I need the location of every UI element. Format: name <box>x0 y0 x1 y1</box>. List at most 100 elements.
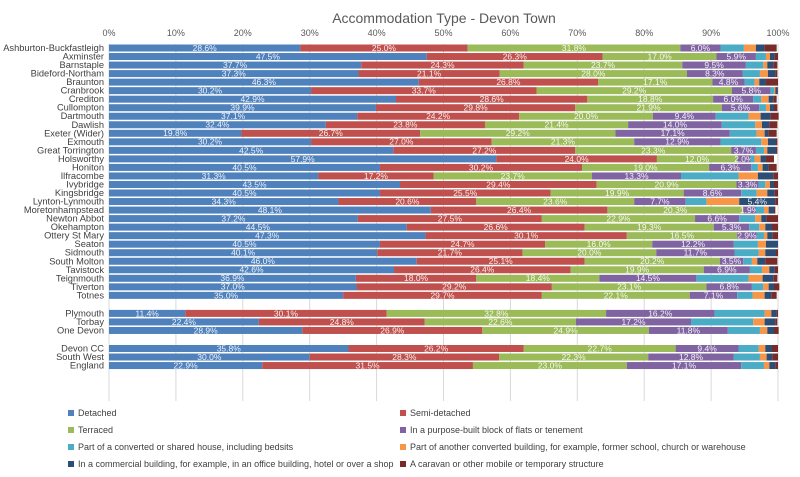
bar-segment <box>743 206 756 214</box>
x-tick-label: 100% <box>766 28 789 38</box>
bar-segment <box>768 283 774 291</box>
data-label: 21.7% <box>438 248 463 258</box>
bar-segment <box>476 274 600 282</box>
bar-segment <box>752 291 765 299</box>
data-label: 25.5% <box>453 188 478 198</box>
stacked-bar-chart: Accommodation Type - Devon Town 0% 10% 20%… <box>3 10 790 401</box>
bar-segment <box>648 326 728 334</box>
bar-segment <box>109 61 362 69</box>
data-label: 11.7% <box>684 248 708 258</box>
data-label: 28.3% <box>392 352 417 362</box>
bar-segment <box>733 353 760 361</box>
bar-segment <box>764 44 777 52</box>
bar-segment <box>761 215 767 223</box>
bar-segment <box>683 189 742 197</box>
bar-segment <box>743 257 752 265</box>
bar-segment <box>775 87 778 95</box>
data-label: 5.3% <box>722 222 742 232</box>
bar-segment <box>482 326 649 334</box>
data-label: 20.6% <box>395 196 420 206</box>
bar-segment <box>416 257 585 265</box>
bar-segment <box>109 198 339 206</box>
bar-segment <box>379 189 551 197</box>
bar-segment <box>767 326 774 334</box>
data-label: 26.3% <box>503 51 528 61</box>
bar-segment <box>648 353 734 361</box>
category-label: Cullompton <box>57 103 104 113</box>
bar-segment <box>775 138 778 146</box>
bar-segment <box>379 240 546 248</box>
bar-segment <box>744 78 755 86</box>
bar-segment <box>758 344 766 352</box>
bar-segment <box>738 172 758 180</box>
bar-segment <box>769 53 775 61</box>
bar-segment <box>355 274 477 282</box>
bar-segment <box>765 104 770 112</box>
data-label: 21.4% <box>545 120 570 130</box>
bar-segment <box>759 353 767 361</box>
data-label: 24.0% <box>565 154 590 164</box>
data-label: 6.9% <box>717 265 737 275</box>
data-label: 21.3% <box>551 137 576 147</box>
data-label: 28.0% <box>581 68 606 78</box>
bar-segment <box>750 155 755 163</box>
bar-segment <box>771 309 777 317</box>
data-label: 19.0% <box>633 162 658 172</box>
bar-segment <box>756 189 768 197</box>
category-label: Honiton <box>72 162 104 172</box>
data-label: 44.5% <box>246 222 271 232</box>
bar-segment <box>775 70 778 78</box>
legend-label: Part of a converted or shared house, inc… <box>78 442 294 452</box>
bar-segment <box>761 95 769 103</box>
data-label: 26.2% <box>424 343 449 353</box>
bar-segment <box>109 121 326 129</box>
bar-segment <box>769 121 778 129</box>
bar-segment <box>774 266 778 274</box>
bar-segment <box>763 61 768 69</box>
bar-segment <box>109 53 427 61</box>
data-label: 5.6% <box>731 103 751 113</box>
category-label: Braunton <box>66 77 104 87</box>
bar-segment <box>731 87 771 95</box>
category-label: Tiverton <box>71 282 104 292</box>
data-label: 29.8% <box>464 103 489 113</box>
data-label: 23.3% <box>641 145 666 155</box>
data-label: 12.9% <box>665 137 690 147</box>
data-label: 20.2% <box>640 256 665 266</box>
category-label: Kingsbridge <box>55 188 104 198</box>
data-label: 22.1% <box>604 290 629 300</box>
category-label: Plymouth <box>65 308 104 318</box>
bar-segment <box>757 172 774 180</box>
data-label: 40.5% <box>232 188 257 198</box>
bar-segment <box>765 257 778 265</box>
bar-segment <box>763 283 769 291</box>
category-label: Sidmouth <box>65 248 104 258</box>
bar-segment <box>109 309 186 317</box>
category-label: Seaton <box>75 239 104 249</box>
bar-segment <box>375 104 576 112</box>
bar-segment <box>773 61 778 69</box>
data-label: 6.0% <box>723 94 743 104</box>
data-label: 17.0% <box>648 51 673 61</box>
bar-segment <box>300 44 468 52</box>
bar-segment <box>759 326 768 334</box>
data-label: 14.0% <box>663 120 688 130</box>
data-label: 29.4% <box>486 179 511 189</box>
bar-segment <box>109 78 419 86</box>
category-label: Moretonhampstead <box>24 205 104 215</box>
bar-segment <box>765 78 778 86</box>
category-label: England <box>70 361 104 371</box>
bar-segment <box>377 249 523 257</box>
bar-segment <box>760 112 771 120</box>
bar-segment <box>607 206 744 214</box>
bar-segment <box>695 215 740 223</box>
data-label: 17.1% <box>643 77 668 87</box>
data-label: 9.5% <box>704 60 724 70</box>
data-label: 27.5% <box>438 214 463 224</box>
category-label: Holsworthy <box>58 154 104 164</box>
bar-segment <box>755 121 762 129</box>
bar-segment <box>775 146 778 154</box>
bar-segment <box>318 172 434 180</box>
bar-segment <box>519 112 653 120</box>
bar-segment <box>754 155 761 163</box>
